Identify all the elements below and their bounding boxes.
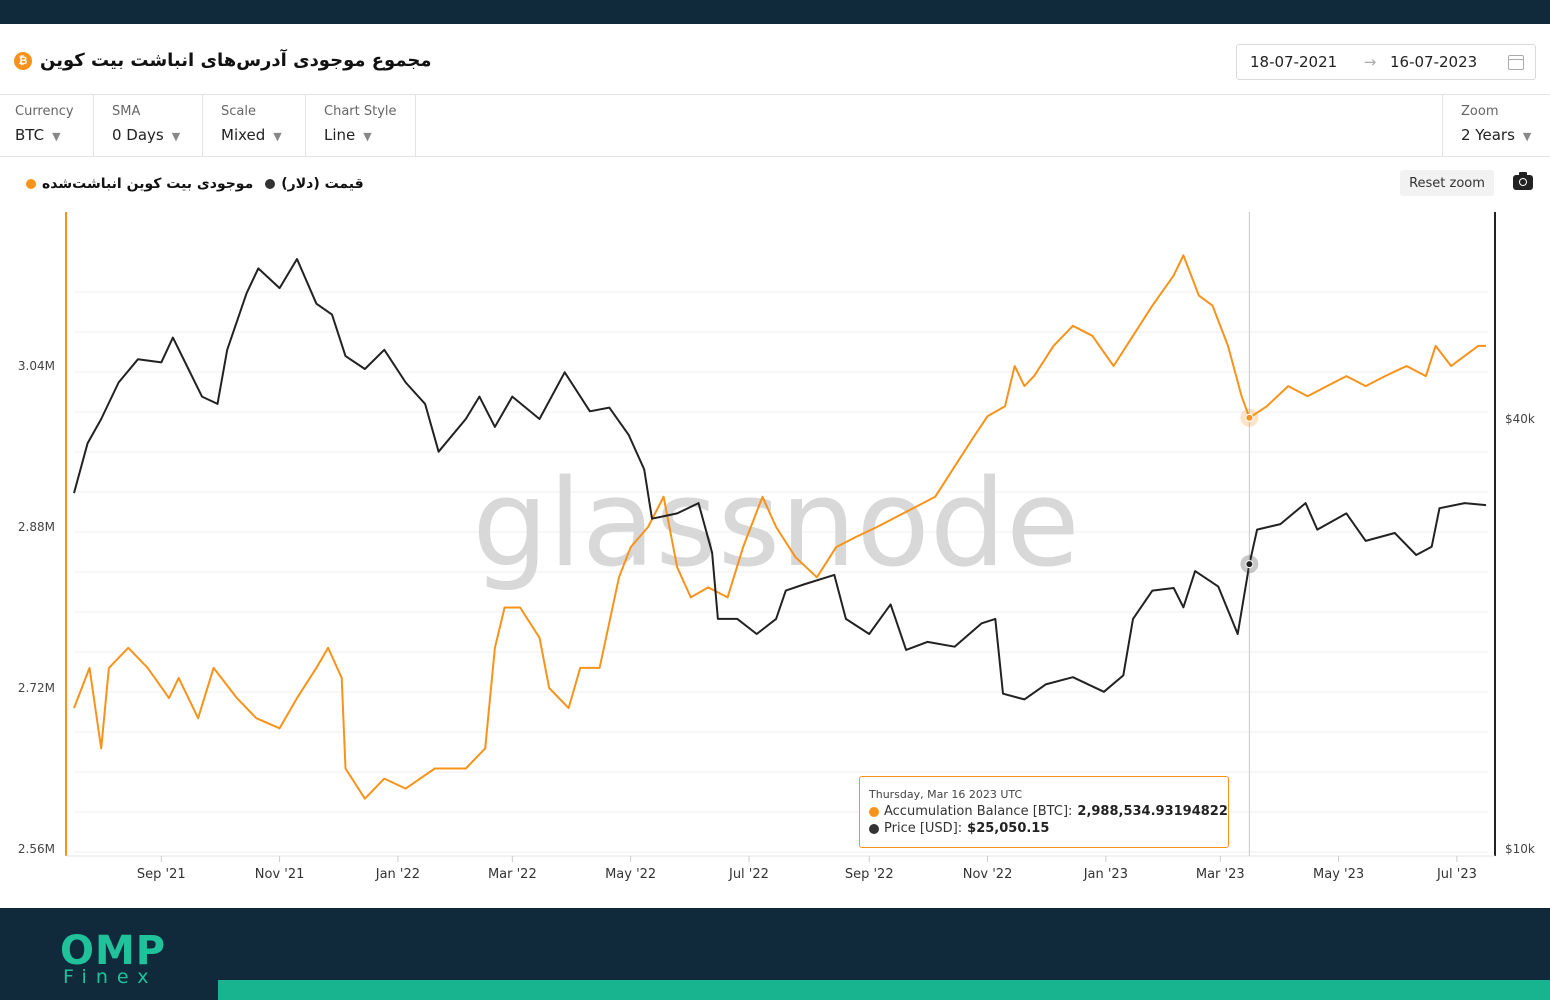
right-axis-ticks: $40k $10k [1505,412,1535,856]
scale-select[interactable]: Scale Mixed ▼ [206,94,306,156]
crosshair [1240,212,1259,856]
calendar-icon[interactable] [1508,54,1524,70]
x-tick-label: Mar '23 [1196,867,1245,882]
camera-icon[interactable] [1513,172,1533,190]
sma-select[interactable]: SMA 0 Days ▼ [97,94,203,156]
y-left-tick-label: 2.72M [18,681,55,695]
chevron-down-icon: ▼ [52,130,61,143]
zoom-label: Zoom [1461,104,1499,119]
chart-style-select[interactable]: Chart Style Line ▼ [309,94,416,156]
top-bar [0,0,1550,24]
reset-zoom-button[interactable]: Reset zoom [1400,170,1494,196]
arrow-right-icon: → [1363,53,1377,71]
balance-hover-point [1245,413,1254,422]
price-series-line [73,258,1487,701]
tooltip-balance-value: 2,988,534.93194822 [1077,804,1228,819]
x-tick-label: Nov '22 [963,867,1013,882]
chevron-down-icon: ▼ [363,130,372,143]
x-tick-label: Mar '22 [488,867,537,882]
legend-balance[interactable]: موجودی بیت کوین انباشت‌شده [42,176,254,192]
chart-tooltip: Thursday, Mar 16 2023 UTC Accumulation B… [859,776,1229,848]
x-axis-ticks: Sep '21 Nov '21 Jan '22 Mar '22 May '22 Jul '… [137,856,1477,882]
currency-label: Currency [15,104,74,119]
x-tick-label: May '22 [605,867,656,882]
y-left-tick-label: 2.88M [18,520,55,534]
y-right-tick-label: $40k [1505,412,1535,426]
chevron-down-icon: ▼ [1522,130,1532,143]
balance-dot [869,806,879,817]
x-tick-label: Jan '22 [375,867,420,882]
tooltip-price-row: Price [USD]: $25,050.15 [869,821,1049,836]
x-tick-label: Jan '23 [1083,867,1128,882]
grid-lines [74,291,1488,853]
sma-value[interactable]: 0 Days ▼ [112,126,181,144]
brand-logo: OMP [60,928,167,974]
brand-logo-sub: Finex [63,966,158,988]
x-tick-label: Sep '21 [137,867,186,882]
chevron-down-icon: ▼ [171,130,181,143]
footer-stripe [218,980,1550,1000]
left-axis-ticks: 3.04M 2.88M 2.72M 2.56M [18,359,55,856]
price-legend-dot [265,179,276,189]
currency-value[interactable]: BTC ▼ [15,126,61,144]
balance-legend-dot [26,179,36,189]
y-right-tick-label: $10k [1505,842,1535,856]
tooltip-balance-row: Accumulation Balance [BTC]: 2,988,534.93… [869,804,1228,819]
chart-style-value[interactable]: Line ▼ [324,126,372,144]
title-group: ₿ مجموع موجودی آدرس‌های انباشت بیت کوین [14,50,432,71]
bitcoin-icon: ₿ [14,51,32,70]
chart-controls: Currency BTC ▼ SMA 0 Days ▼ Scale Mixed ▼ C… [0,94,1550,157]
footer-bar: OMP Finex [0,908,1550,1000]
date-range-picker[interactable]: 18-07-2021 → 16-07-2023 [1236,44,1536,80]
currency-select[interactable]: Currency BTC ▼ [0,94,94,156]
x-tick-label: Jul '22 [728,867,769,882]
price-hover-point [1245,560,1254,569]
x-tick-label: Nov '21 [255,867,305,882]
y-left-tick-label: 3.04M [18,359,55,373]
x-tick-label: May '23 [1313,867,1364,882]
date-to[interactable]: 16-07-2023 [1390,53,1478,71]
chart-style-label: Chart Style [324,104,397,119]
zoom-select[interactable]: Zoom 2 Years ▼ [1442,94,1550,156]
legend-price[interactable]: قیمت (دلار) [281,176,364,192]
tooltip-price-value: $25,050.15 [967,821,1050,836]
page-title: مجموع موجودی آدرس‌های انباشت بیت کوین [40,50,432,71]
scale-value[interactable]: Mixed ▼ [221,126,282,144]
chart-header: ₿ مجموع موجودی آدرس‌های انباشت بیت کوین … [0,24,1550,95]
zoom-value[interactable]: 2 Years ▼ [1461,126,1532,144]
sma-label: SMA [112,104,141,119]
tooltip-balance-label: Accumulation Balance [BTC]: [884,804,1073,819]
price-dot [869,823,879,834]
scale-label: Scale [221,104,256,119]
tooltip-date: Thursday, Mar 16 2023 UTC [869,788,1023,801]
tooltip-price-label: Price [USD]: [884,821,963,836]
date-from[interactable]: 18-07-2021 [1250,53,1338,71]
y-left-tick-label: 2.56M [18,842,55,856]
chart-legend: موجودی بیت کوین انباشت‌شده قیمت (دلار) [26,176,364,192]
x-tick-label: Jul '23 [1436,867,1477,882]
chevron-down-icon: ▼ [273,130,282,143]
x-tick-label: Sep '22 [845,867,894,882]
